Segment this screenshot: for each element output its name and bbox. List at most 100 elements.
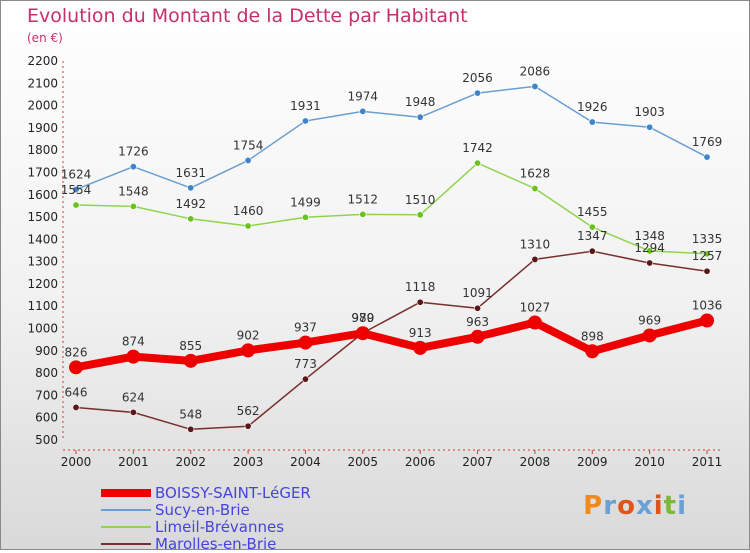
x-tick-label: 2004 — [290, 455, 321, 469]
data-point — [359, 210, 367, 218]
data-label: 980 — [351, 311, 374, 325]
logo-letter: o — [617, 491, 636, 521]
data-label: 913 — [409, 326, 432, 340]
legend-swatch — [101, 526, 151, 528]
x-tick-label: 2001 — [118, 455, 149, 469]
data-label: 1455 — [577, 205, 608, 219]
data-point — [416, 298, 424, 306]
x-tick-label: 2009 — [577, 455, 608, 469]
data-point — [301, 375, 309, 383]
data-label: 1492 — [175, 197, 206, 211]
data-point — [474, 159, 482, 167]
data-label: 2056 — [462, 71, 493, 85]
logo-letter: x — [635, 491, 654, 521]
data-point — [355, 326, 370, 341]
series-line — [75, 85, 708, 191]
y-tick-label: 1200 — [27, 277, 58, 291]
data-label: 1499 — [290, 195, 321, 209]
data-point — [531, 185, 539, 193]
data-label: 1091 — [462, 286, 493, 300]
data-label: 1628 — [520, 167, 551, 181]
data-label: 937 — [294, 321, 317, 335]
data-label: 898 — [581, 329, 604, 343]
data-label: 1554 — [61, 183, 92, 197]
data-point — [700, 313, 714, 328]
data-point — [646, 247, 654, 255]
data-label: 1512 — [348, 192, 379, 206]
x-tick-label: 2003 — [233, 455, 264, 469]
data-label: 1742 — [462, 141, 493, 155]
series-line — [75, 250, 708, 431]
data-point — [72, 201, 80, 209]
data-point — [126, 349, 141, 364]
data-label: 1624 — [61, 167, 92, 181]
data-point — [585, 344, 600, 359]
data-label: 969 — [638, 313, 661, 327]
logo-letter: i — [653, 491, 664, 521]
data-label: 1294 — [634, 241, 665, 255]
y-tick-label: 2200 — [27, 54, 58, 68]
legend-label: Limeil-Brévannes — [155, 518, 285, 536]
y-tick-label: 1000 — [27, 322, 58, 336]
data-label: 855 — [179, 339, 202, 353]
data-label: 874 — [122, 335, 145, 349]
y-tick-label: 500 — [35, 433, 58, 447]
data-point — [244, 422, 252, 430]
data-label: 902 — [237, 328, 260, 342]
data-point — [187, 425, 195, 433]
data-point — [187, 215, 195, 223]
data-label: 1769 — [692, 135, 723, 149]
logo-letter: t — [663, 491, 678, 521]
data-point — [646, 123, 654, 131]
data-point — [527, 315, 542, 330]
data-point — [244, 156, 252, 164]
data-point — [588, 223, 596, 231]
x-tick-label: 2007 — [462, 455, 493, 469]
data-point — [588, 247, 596, 255]
data-point — [703, 267, 711, 275]
legend-swatch — [101, 509, 151, 511]
data-point — [129, 163, 137, 171]
y-tick-label: 1500 — [27, 210, 58, 224]
series-lines — [69, 82, 714, 433]
x-tick-label: 2011 — [692, 455, 723, 469]
data-label: 1310 — [520, 237, 551, 251]
axes: 5006007008009001000110012001300140015001… — [27, 54, 723, 469]
legend-label: Marolles-en-Brie — [155, 535, 277, 553]
data-point — [474, 304, 482, 312]
data-point — [413, 340, 428, 355]
data-point — [646, 259, 654, 267]
data-label: 963 — [466, 315, 489, 329]
data-labels: 1624 1726 1631 1754 1931 1974 1948 2056 2086 1926… — [61, 64, 723, 421]
y-tick-label: 900 — [35, 344, 58, 358]
data-label: 1948 — [405, 95, 436, 109]
data-label: 1754 — [233, 138, 264, 152]
series-line — [75, 162, 708, 255]
data-label: 1631 — [175, 166, 206, 180]
data-point — [69, 360, 83, 375]
data-label: 773 — [294, 357, 317, 371]
data-label: 1726 — [118, 145, 149, 159]
data-point — [416, 113, 424, 121]
data-point — [301, 213, 309, 221]
legend-label: Sucy-en-Brie — [155, 501, 250, 519]
data-point — [470, 329, 485, 344]
y-tick-label: 800 — [35, 366, 58, 380]
data-label: 1257 — [692, 249, 723, 263]
x-tick-label: 2005 — [348, 455, 379, 469]
data-point — [129, 408, 137, 416]
legend-swatch — [101, 489, 151, 497]
data-label: 624 — [122, 390, 145, 404]
data-point — [301, 117, 309, 125]
data-label: 1118 — [405, 280, 436, 294]
data-label: 1347 — [577, 229, 608, 243]
y-tick-label: 700 — [35, 388, 58, 402]
data-point — [642, 328, 657, 343]
x-tick-label: 2010 — [634, 455, 665, 469]
data-label: 1926 — [577, 100, 608, 114]
x-tick-label: 2002 — [175, 455, 206, 469]
y-tick-label: 2000 — [27, 99, 58, 113]
data-label: 646 — [65, 385, 88, 399]
